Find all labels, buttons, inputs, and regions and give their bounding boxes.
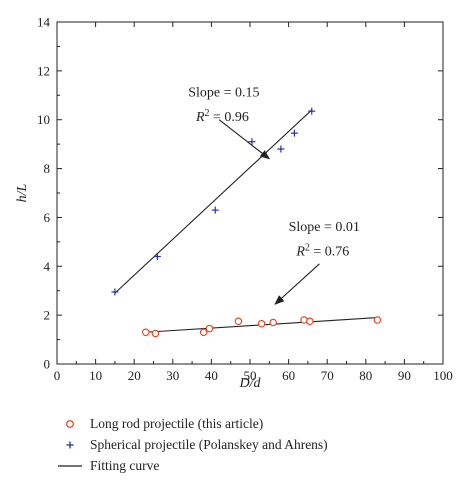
y-tick-label: 10 <box>37 112 50 127</box>
y-axis-title: h/L <box>15 183 30 202</box>
annotations: Slope = 0.15 R2 = 0.96 Slope = 0.01 R2 = 0.… <box>188 86 360 305</box>
x-tick-label: 40 <box>205 368 218 383</box>
point-spherical <box>111 288 119 296</box>
data-marks <box>111 107 382 338</box>
plus-marker-icon <box>66 441 74 448</box>
point-spherical <box>211 206 219 214</box>
x-tick-label: 10 <box>89 368 102 383</box>
y-tick-label: 0 <box>44 357 51 372</box>
annotation-arrow-0 <box>218 119 271 160</box>
x-tick-label: 20 <box>128 368 141 383</box>
point-spherical <box>290 129 298 137</box>
plot-frame <box>56 21 444 365</box>
point-spherical <box>153 253 161 261</box>
x-tick-label: 100 <box>433 368 453 383</box>
x-axis-title: D/d <box>239 376 262 391</box>
annotation-arrow-1 <box>274 263 320 305</box>
axes: 0 10 20 30 40 50 60 70 80 90 100 0 2 4 6 8 10 12 14 D/d h/L <box>15 15 453 392</box>
point-long-rod <box>306 317 314 325</box>
r2-label-1: R2 = 0.76 <box>295 242 349 259</box>
point-long-rod <box>199 328 208 336</box>
point-long-rod <box>151 329 160 338</box>
point-long-rod <box>205 324 214 333</box>
x-tick-label: 60 <box>282 368 295 383</box>
y-tick-label: 2 <box>44 308 51 323</box>
point-long-rod <box>269 318 277 327</box>
y-tick-label: 12 <box>37 63 50 78</box>
y-tick-label: 6 <box>44 210 51 225</box>
y-tick-label: 8 <box>44 161 51 176</box>
legend-label-fitting-curve: Fitting curve <box>90 457 160 473</box>
open-circle-marker-icon <box>66 419 74 428</box>
legend-item-long-rod: Long rod projectile (this article) <box>56 413 456 434</box>
slope-label-0: Slope = 0.15 <box>188 86 259 101</box>
x-tick-label: 0 <box>54 368 61 383</box>
point-spherical <box>308 107 316 115</box>
point-spherical <box>248 138 256 146</box>
x-tick-label: 70 <box>321 368 334 383</box>
legend-item-fitting-curve: Fitting curve <box>56 455 456 476</box>
point-long-rod <box>257 319 266 328</box>
x-tick-label: 30 <box>166 368 179 383</box>
legend-label-spherical: Spherical projectile (Polanskey and Ahre… <box>90 436 328 452</box>
legend: Long rod projectile (this article) Spher… <box>56 413 456 476</box>
x-tick-label: 90 <box>398 368 411 383</box>
point-spherical <box>277 145 285 153</box>
legend-item-spherical: Spherical projectile (Polanskey and Ahre… <box>56 434 456 455</box>
fit-line-1 <box>114 109 313 294</box>
r2-label-0: R2 = 0.96 <box>195 107 249 125</box>
slope-label-1: Slope = 0.01 <box>289 220 360 235</box>
y-tick-label: 14 <box>37 15 51 30</box>
x-tick-label: 80 <box>359 368 372 383</box>
point-long-rod <box>373 316 382 324</box>
point-long-rod <box>234 317 243 325</box>
x-tick-label: 50 <box>244 368 257 383</box>
point-long-rod <box>142 328 150 336</box>
y-tick-label: 4 <box>44 259 51 274</box>
legend-label-long-rod: Long rod projectile (this article) <box>90 415 264 431</box>
line-marker-icon <box>58 464 82 467</box>
